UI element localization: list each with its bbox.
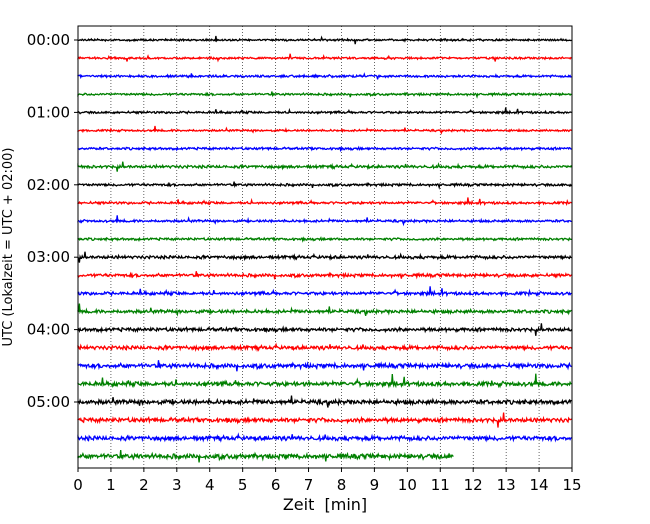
seismic-trace bbox=[77, 181, 573, 190]
seismic-trace bbox=[77, 236, 572, 243]
x-axis-label: Zeit [min] bbox=[283, 495, 367, 514]
seismic-trace bbox=[77, 360, 572, 372]
y-tick-label: 00:00 bbox=[27, 31, 70, 49]
seismic-trace bbox=[77, 72, 572, 80]
y-axis: 00:00 01:00 02:00 03:00 04:00 05:00 bbox=[27, 31, 78, 411]
x-tick-label: 5 bbox=[238, 476, 248, 494]
seismic-trace bbox=[77, 432, 572, 443]
y-tick-label: 02:00 bbox=[27, 176, 70, 194]
x-tick-label: 15 bbox=[562, 476, 581, 494]
y-tick-label: 04:00 bbox=[27, 321, 70, 339]
seismic-trace bbox=[77, 197, 572, 207]
seismic-trace bbox=[77, 412, 572, 428]
seismic-trace bbox=[77, 125, 572, 135]
x-tick-label: 1 bbox=[106, 476, 116, 494]
x-tick-label: 2 bbox=[139, 476, 149, 494]
seismic-trace bbox=[77, 35, 572, 45]
y-tick-label: 03:00 bbox=[27, 248, 70, 266]
seismic-trace bbox=[77, 342, 573, 353]
x-tick-label: 3 bbox=[172, 476, 182, 494]
seismic-trace bbox=[77, 271, 573, 280]
x-tick-label: 6 bbox=[271, 476, 281, 494]
x-tick-label: 11 bbox=[431, 476, 450, 494]
trace-layer bbox=[77, 35, 573, 463]
x-tick-label: 0 bbox=[73, 476, 83, 494]
x-tick-label: 12 bbox=[464, 476, 483, 494]
x-tick-label: 8 bbox=[337, 476, 347, 494]
seismic-trace bbox=[77, 251, 572, 263]
seismic-trace bbox=[77, 449, 454, 463]
x-tick-label: 13 bbox=[497, 476, 516, 494]
x-tick-label: 9 bbox=[370, 476, 380, 494]
y-tick-label: 01:00 bbox=[27, 103, 70, 121]
seismic-trace bbox=[77, 107, 572, 116]
plot-frame bbox=[77, 25, 573, 469]
y-tick-label: 05:00 bbox=[27, 393, 70, 411]
seismic-trace bbox=[77, 303, 572, 317]
x-tick-label: 10 bbox=[398, 476, 417, 494]
seismic-trace bbox=[77, 373, 572, 389]
seismic-trace bbox=[77, 145, 572, 153]
x-tick-label: 7 bbox=[304, 476, 314, 494]
seismic-trace bbox=[77, 215, 572, 227]
seismic-trace bbox=[77, 53, 572, 63]
x-tick-label: 4 bbox=[205, 476, 215, 494]
y-axis-label: UTC (Lokalzeit = UTC + 02:00) bbox=[1, 148, 16, 347]
x-tick-label: 14 bbox=[530, 476, 549, 494]
seismic-trace bbox=[77, 323, 573, 336]
x-axis: 0 1 2 3 4 5 6 7 8 9 10 11 12 13 14 15 bbox=[73, 468, 582, 494]
seismic-trace bbox=[77, 161, 573, 172]
seismic-trace bbox=[77, 395, 572, 408]
seismic-trace bbox=[77, 286, 572, 298]
seismic-trace bbox=[77, 91, 572, 99]
